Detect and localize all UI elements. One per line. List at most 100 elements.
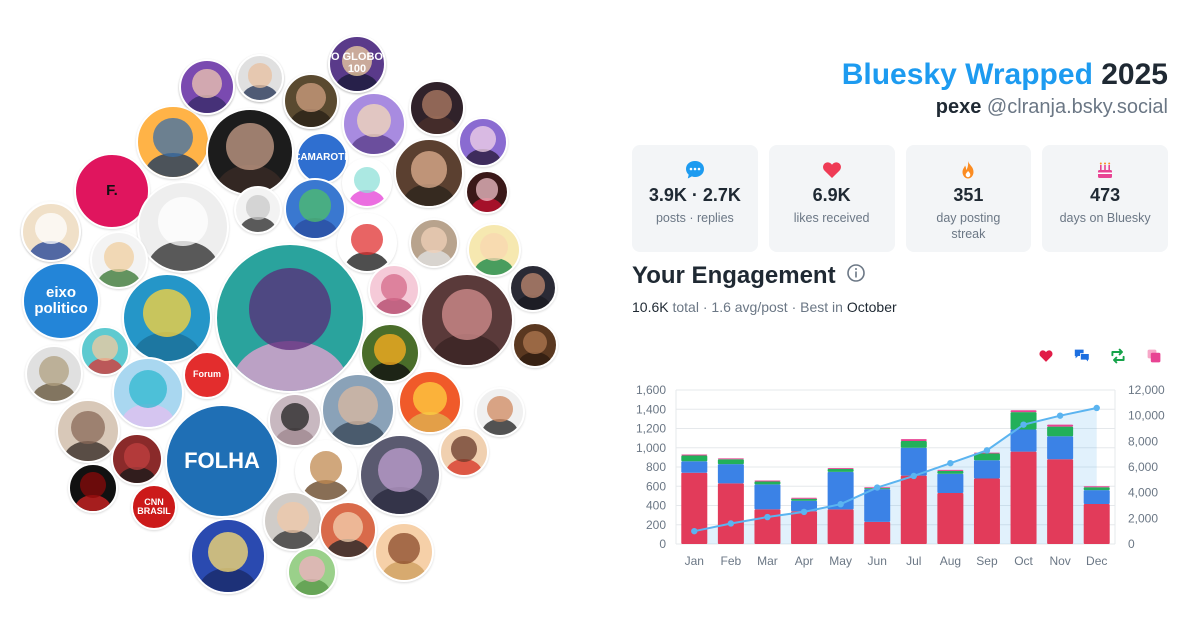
engagement-summary: 10.6K total · 1.6 avg/post · Best in Oct…: [632, 299, 897, 315]
info-icon[interactable]: [846, 262, 866, 290]
account-avatar[interactable]: [319, 501, 377, 559]
avatar-face-shape: [123, 442, 151, 470]
bar-segment-jul-s3: [900, 439, 927, 442]
account-avatar[interactable]: [475, 387, 525, 437]
account-avatar[interactable]: [234, 186, 282, 234]
bar-segment-aug-s1: [937, 473, 964, 493]
account-avatar[interactable]: [374, 522, 434, 582]
account-avatar[interactable]: [321, 373, 395, 447]
account-avatar[interactable]: [337, 213, 397, 273]
account-avatar[interactable]: [137, 181, 229, 273]
username: pexe: [935, 96, 982, 118]
avatar-face-shape: [341, 45, 373, 76]
account-avatar[interactable]: [458, 117, 508, 167]
account-avatar[interactable]: [342, 158, 392, 208]
brand-title: Bluesky Wrapped: [841, 58, 1093, 91]
account-avatar[interactable]: [512, 322, 558, 368]
heart-icon[interactable]: [1036, 346, 1056, 366]
account-avatar[interactable]: [287, 547, 337, 597]
account-logo-avatar[interactable]: CNN BRASIL: [131, 484, 177, 530]
quote-icon[interactable]: [1144, 346, 1164, 366]
repost-icon[interactable]: [1108, 346, 1128, 366]
account-logo-avatar[interactable]: F.: [74, 153, 150, 229]
avatar-body-shape: [240, 217, 276, 232]
y-tick-label: 400: [646, 499, 666, 513]
account-avatar[interactable]: [179, 59, 235, 115]
account-avatar[interactable]: [398, 370, 462, 434]
avatar-body-shape: [406, 411, 454, 432]
cumulative-point-jan: [691, 527, 698, 535]
avatar-body-shape: [445, 459, 483, 475]
account-avatar[interactable]: [328, 35, 386, 93]
account-avatar[interactable]: [368, 264, 420, 316]
account-avatar[interactable]: [295, 440, 357, 502]
x-tick-label: Apr: [795, 554, 814, 568]
x-tick-label: Oct: [1014, 554, 1033, 568]
stat-label-likes: likes received: [793, 211, 870, 225]
account-avatar[interactable]: [25, 345, 83, 403]
account-avatar[interactable]: [190, 518, 266, 594]
account-avatar[interactable]: [360, 323, 420, 383]
bar-segment-dec-s2: [1083, 487, 1110, 491]
account-avatar[interactable]: [420, 273, 514, 367]
account-avatar[interactable]: [122, 273, 212, 363]
y-tick-label: 200: [646, 518, 666, 532]
account-avatar[interactable]: [206, 108, 294, 196]
account-avatar[interactable]: [112, 357, 184, 429]
account-logo-avatar[interactable]: Forum: [183, 351, 231, 399]
bar-segment-apr-s0: [791, 511, 818, 544]
avatar-body-shape: [381, 560, 427, 580]
account-avatar[interactable]: [111, 433, 163, 485]
avatar-face-shape: [281, 403, 309, 431]
avatar-face-shape: [153, 118, 193, 158]
avatar-face-shape: [378, 448, 422, 493]
account-avatar[interactable]: [409, 80, 465, 136]
account-avatar[interactable]: [56, 399, 120, 463]
account-avatar[interactable]: [359, 434, 441, 516]
account-avatar[interactable]: [215, 243, 365, 393]
avatar-body-shape: [270, 529, 316, 549]
avatar-body-shape: [28, 240, 74, 260]
stat-card-streak: 351 day posting streak: [905, 145, 1032, 252]
account-avatar[interactable]: [439, 427, 489, 477]
avatar-face-shape: [380, 273, 408, 301]
account-avatar[interactable]: [409, 218, 459, 268]
account-avatar[interactable]: [68, 463, 118, 513]
bar-segment-may-s0: [827, 509, 854, 544]
bar-segment-dec-s3: [1083, 486, 1110, 488]
avatar-face-shape: [277, 501, 309, 534]
page-title: Bluesky Wrapped 2025: [842, 58, 1168, 92]
account-avatar[interactable]: [465, 170, 509, 214]
avatar-logo-text: eixo politico: [34, 284, 88, 317]
avatar-face-shape: [226, 123, 274, 171]
avatar-face-shape: [410, 150, 448, 188]
account-avatar[interactable]: [284, 178, 346, 240]
account-avatar[interactable]: [283, 73, 339, 129]
avatar-face-shape: [103, 241, 135, 272]
avatar-body-shape: [291, 218, 339, 238]
stat-label-posts: posts · replies: [655, 211, 734, 225]
account-avatar[interactable]: [236, 54, 284, 102]
account-logo-avatar[interactable]: eixo politico: [22, 262, 100, 340]
bar-segment-jan-s1: [681, 461, 708, 473]
year-label: 2025: [1101, 58, 1168, 91]
bar-segment-apr-s1: [791, 500, 818, 512]
avatar-face-shape: [351, 223, 383, 256]
account-logo-avatar[interactable]: FOLHA: [165, 404, 279, 518]
account-avatar[interactable]: [263, 491, 323, 551]
account-avatar[interactable]: [90, 231, 148, 289]
account-avatar[interactable]: [21, 202, 81, 262]
reply-bubbles-icon[interactable]: [1072, 346, 1092, 366]
account-avatar[interactable]: [268, 393, 322, 447]
avatar-face-shape: [38, 355, 70, 386]
account-avatar[interactable]: [467, 223, 521, 277]
avatar-face-shape: [422, 90, 452, 120]
x-tick-label: Jul: [906, 554, 921, 568]
account-avatar[interactable]: [509, 264, 557, 312]
stat-value-posts: 3.9K · 2.7K: [648, 185, 741, 205]
avatar-face-shape: [158, 197, 208, 247]
account-avatar[interactable]: [394, 138, 464, 208]
account-avatar[interactable]: [342, 92, 406, 156]
account-logo-avatar[interactable]: CAMAROTE: [296, 132, 348, 184]
account-avatar[interactable]: [136, 105, 210, 179]
